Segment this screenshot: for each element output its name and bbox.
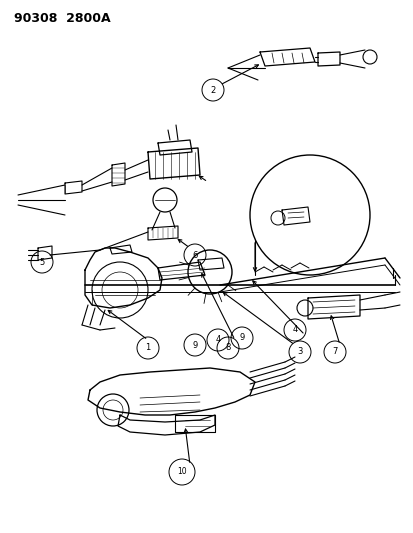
Text: 8: 8 — [225, 343, 230, 352]
Text: 1: 1 — [145, 343, 150, 352]
Text: 3: 3 — [297, 348, 302, 357]
Text: 90308  2800A: 90308 2800A — [14, 12, 110, 25]
Text: 4: 4 — [215, 335, 220, 344]
Text: 2: 2 — [210, 85, 215, 94]
Text: 10: 10 — [177, 467, 186, 477]
Text: 4: 4 — [292, 326, 297, 335]
Text: 5: 5 — [39, 257, 45, 266]
Text: 9: 9 — [239, 334, 244, 343]
Text: 9: 9 — [192, 341, 197, 350]
Text: 7: 7 — [332, 348, 337, 357]
Text: 6: 6 — [192, 251, 197, 260]
